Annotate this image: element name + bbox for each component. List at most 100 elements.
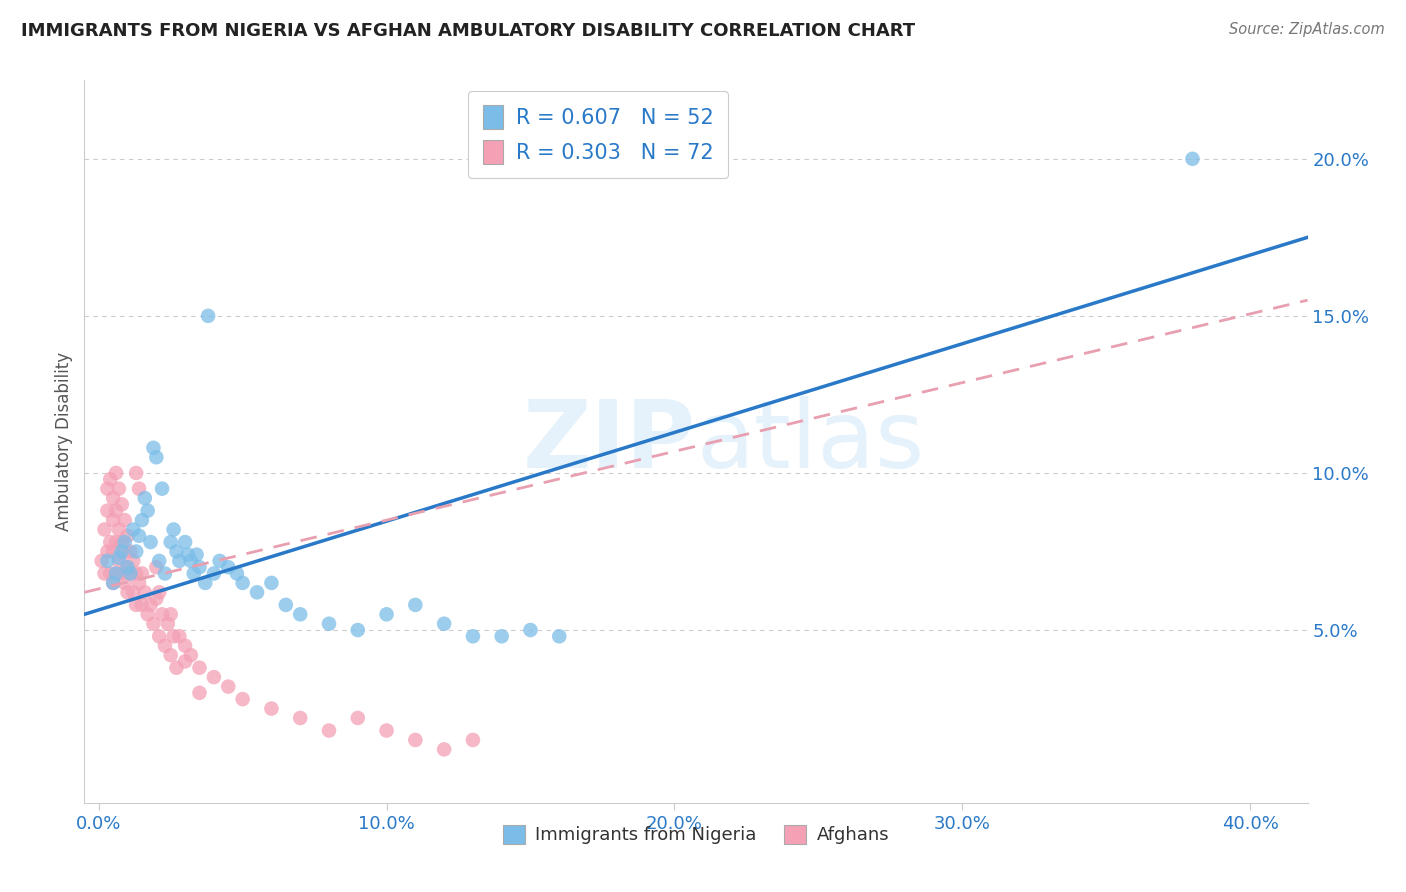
Point: [139, 535, 162, 549]
Point: [194, 575, 217, 590]
Point: [139, 598, 162, 612]
Point: [153, 639, 176, 653]
Point: [346, 623, 368, 637]
Point: [105, 566, 128, 581]
Text: IMMIGRANTS FROM NIGERIA VS AFGHAN AMBULATORY DISABILITY CORRELATION CHART: IMMIGRANTS FROM NIGERIA VS AFGHAN AMBULA…: [21, 22, 915, 40]
Point: [548, 629, 571, 643]
Point: [159, 648, 181, 662]
Point: [148, 629, 170, 643]
Point: [156, 616, 179, 631]
Point: [433, 616, 456, 631]
Point: [114, 575, 136, 590]
Point: [159, 607, 181, 622]
Point: [111, 544, 134, 558]
Point: [174, 535, 197, 549]
Point: [117, 560, 139, 574]
Point: [166, 661, 188, 675]
Text: atlas: atlas: [696, 395, 924, 488]
Point: [145, 591, 167, 606]
Point: [519, 623, 541, 637]
Point: [96, 503, 118, 517]
Point: [274, 598, 297, 612]
Point: [225, 566, 247, 581]
Point: [105, 566, 128, 581]
Point: [120, 544, 142, 558]
Text: Source: ZipAtlas.com: Source: ZipAtlas.com: [1229, 22, 1385, 37]
Point: [136, 503, 159, 517]
Point: [101, 575, 124, 590]
Point: [318, 723, 340, 738]
Point: [117, 585, 139, 599]
Point: [375, 723, 398, 738]
Point: [98, 535, 121, 549]
Point: [162, 523, 184, 537]
Point: [433, 742, 456, 756]
Point: [131, 513, 153, 527]
Point: [111, 497, 134, 511]
Point: [150, 607, 173, 622]
Point: [122, 585, 145, 599]
Point: [260, 701, 283, 715]
Point: [148, 554, 170, 568]
Point: [1181, 152, 1204, 166]
Point: [290, 711, 312, 725]
Point: [108, 523, 131, 537]
Point: [101, 575, 124, 590]
Point: [174, 639, 197, 653]
Point: [260, 575, 283, 590]
Point: [208, 554, 231, 568]
Point: [166, 544, 188, 558]
Point: [404, 733, 426, 747]
Point: [153, 566, 176, 581]
Point: [125, 598, 148, 612]
Point: [188, 661, 211, 675]
Point: [232, 692, 254, 706]
Point: [131, 566, 153, 581]
Point: [232, 575, 254, 590]
Point: [148, 585, 170, 599]
Point: [145, 560, 167, 574]
Point: [114, 513, 136, 527]
Point: [96, 554, 118, 568]
Point: [128, 529, 150, 543]
Point: [98, 566, 121, 581]
Point: [404, 598, 426, 612]
Point: [202, 670, 225, 684]
Point: [122, 523, 145, 537]
Point: [125, 466, 148, 480]
Point: [246, 585, 269, 599]
Point: [114, 535, 136, 549]
Point: [125, 544, 148, 558]
Point: [93, 566, 115, 581]
Point: [174, 655, 197, 669]
Point: [105, 466, 128, 480]
Point: [186, 548, 208, 562]
Y-axis label: Ambulatory Disability: Ambulatory Disability: [55, 352, 73, 531]
Point: [128, 575, 150, 590]
Point: [120, 566, 142, 581]
Point: [108, 550, 131, 565]
Point: [134, 585, 156, 599]
Point: [375, 607, 398, 622]
Point: [169, 554, 191, 568]
Point: [98, 472, 121, 486]
Point: [183, 566, 205, 581]
Point: [101, 513, 124, 527]
Point: [202, 566, 225, 581]
Point: [461, 733, 484, 747]
Point: [111, 566, 134, 581]
Text: ZIP: ZIP: [523, 395, 696, 488]
Point: [134, 491, 156, 505]
Point: [177, 548, 200, 562]
Point: [128, 482, 150, 496]
Point: [101, 491, 124, 505]
Point: [142, 616, 165, 631]
Point: [169, 629, 191, 643]
Point: [188, 560, 211, 574]
Point: [117, 529, 139, 543]
Point: [159, 535, 181, 549]
Point: [96, 482, 118, 496]
Point: [461, 629, 484, 643]
Point: [217, 680, 239, 694]
Point: [180, 648, 202, 662]
